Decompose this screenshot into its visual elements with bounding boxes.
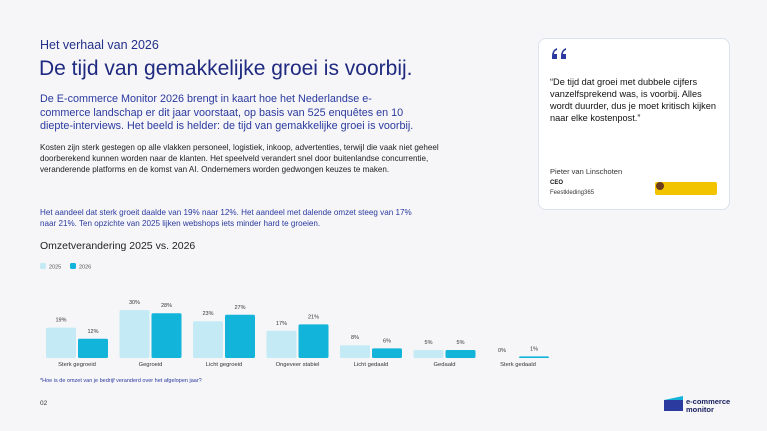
logo-text: e-commerce — [686, 397, 731, 406]
quote-role: CEO — [550, 180, 564, 186]
logo-text: monitor — [686, 405, 714, 414]
title: De tijd van gemakkelijke groei is voorbi… — [39, 57, 413, 80]
value-label: 8% — [351, 335, 359, 341]
legend-label: 2025 — [49, 265, 61, 271]
bar — [225, 314, 255, 358]
value-label: 23% — [202, 311, 213, 317]
bar — [193, 321, 223, 358]
x-tick-label: Sterk gegroeid — [58, 362, 96, 368]
footnote: *Hoe is de omzet van je bedrijf verander… — [40, 378, 202, 384]
quote-text: “De tijd dat groei met dubbele cijfers v… — [550, 77, 716, 123]
x-tick-label: Sterk gedaald — [500, 362, 536, 368]
value-label: 5% — [457, 340, 465, 346]
bar — [372, 348, 402, 358]
bar — [266, 330, 297, 358]
value-label: 28% — [161, 303, 172, 309]
value-label: 21% — [308, 314, 319, 320]
legend-swatch — [70, 263, 76, 269]
value-label: 27% — [234, 305, 245, 311]
bar — [151, 313, 182, 358]
bar — [78, 338, 108, 358]
x-tick-label: Licht gedaald — [354, 362, 389, 368]
intro: De E-commerce Monitor 2026 brengt in kaa… — [40, 93, 414, 132]
company-logo — [656, 182, 664, 190]
bar — [46, 327, 76, 358]
bar — [413, 350, 444, 358]
value-label: 17% — [276, 321, 287, 327]
value-label: 6% — [383, 338, 391, 344]
highlight: Het aandeel dat sterk groeit daalde van … — [40, 208, 412, 229]
value-label: 12% — [87, 329, 98, 335]
value-label: 0% — [498, 348, 506, 354]
body-text: Kosten zijn sterk gestegen op alle vlakk… — [40, 143, 439, 175]
x-tick-label: Gegroeid — [139, 362, 163, 368]
value-label: 1% — [530, 346, 538, 352]
chart-title: Omzetverandering 2025 vs. 2026 — [40, 240, 196, 252]
value-label: 30% — [129, 300, 140, 306]
bar — [519, 356, 549, 358]
company-logo — [655, 182, 717, 195]
bar — [340, 345, 370, 358]
bar — [119, 310, 150, 358]
legend-swatch — [40, 263, 46, 269]
logo-icon — [664, 400, 683, 411]
bar — [445, 350, 476, 358]
x-tick-label: Ongeveer stabiel — [276, 362, 320, 368]
quote-icon — [552, 48, 566, 59]
legend-label: 2026 — [79, 265, 91, 271]
value-label: 5% — [425, 340, 433, 346]
logo-icon — [664, 396, 683, 400]
x-tick-label: Licht gegroeid — [206, 362, 242, 368]
page-number: 02 — [40, 400, 48, 407]
kicker: Het verhaal van 2026 — [40, 38, 159, 52]
bar — [298, 324, 329, 358]
value-label: 19% — [55, 318, 66, 324]
quote-company: Feestkleding365 — [550, 190, 595, 196]
quote-card — [538, 38, 730, 210]
quote-name: Pieter van Linschoten — [550, 167, 623, 176]
x-tick-label: Gedaald — [434, 362, 456, 368]
